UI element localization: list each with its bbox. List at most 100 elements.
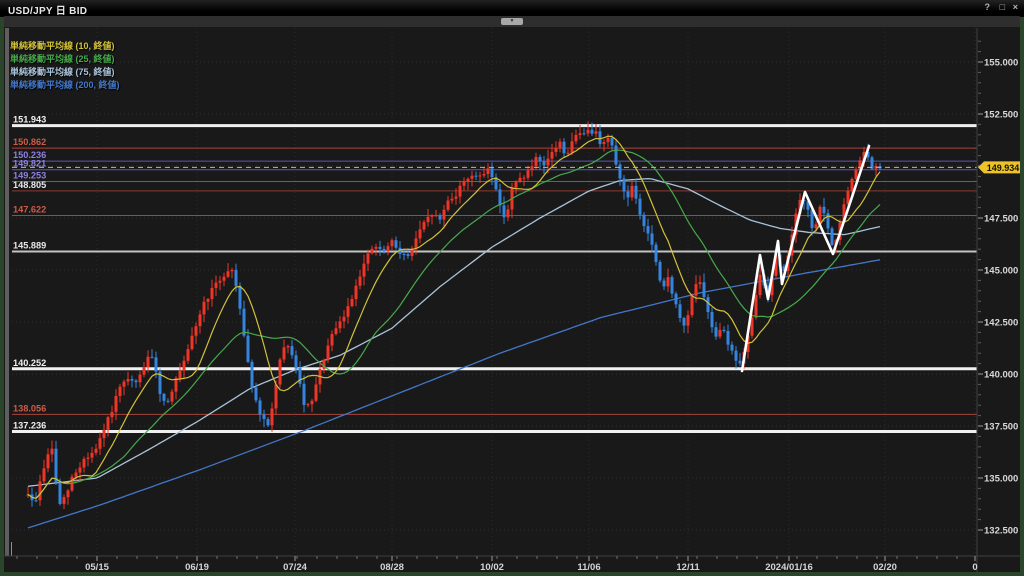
candle[interactable]: [586, 129, 590, 134]
candle[interactable]: [534, 156, 538, 167]
candle[interactable]: [654, 244, 658, 263]
candle[interactable]: [138, 374, 142, 383]
candle[interactable]: [278, 359, 282, 385]
candle[interactable]: [262, 414, 266, 420]
candle[interactable]: [866, 151, 870, 158]
candle[interactable]: [438, 215, 442, 220]
candle[interactable]: [646, 226, 650, 234]
candle[interactable]: [74, 472, 78, 477]
candle[interactable]: [274, 384, 278, 409]
candle[interactable]: [282, 347, 286, 360]
candle[interactable]: [434, 215, 438, 217]
candle[interactable]: [310, 400, 314, 405]
candle[interactable]: [406, 254, 410, 256]
candle[interactable]: [694, 284, 698, 296]
candle[interactable]: [106, 417, 110, 430]
candle[interactable]: [334, 328, 338, 335]
candle[interactable]: [470, 175, 474, 179]
candle[interactable]: [830, 228, 834, 245]
candle[interactable]: [114, 395, 118, 412]
candle[interactable]: [506, 209, 510, 218]
candle[interactable]: [330, 334, 334, 346]
candle[interactable]: [290, 346, 294, 356]
candle[interactable]: [858, 160, 862, 170]
candle[interactable]: [870, 157, 874, 169]
candle[interactable]: [854, 169, 858, 179]
legend-item-ma200[interactable]: 単純移動平均線 (200, 終値): [10, 80, 120, 90]
candle[interactable]: [698, 282, 702, 285]
candle[interactable]: [566, 152, 570, 154]
candle[interactable]: [386, 246, 390, 252]
candle[interactable]: [170, 391, 174, 402]
price-axis[interactable]: 155.000152.500150.000147.500145.000142.5…: [978, 40, 1018, 537]
candle[interactable]: [378, 246, 382, 249]
candle[interactable]: [98, 438, 102, 449]
candle[interactable]: [354, 285, 358, 300]
candle[interactable]: [82, 458, 86, 468]
candle[interactable]: [234, 269, 238, 286]
candle[interactable]: [718, 329, 722, 337]
candle[interactable]: [306, 404, 310, 406]
candle[interactable]: [314, 384, 318, 401]
candle[interactable]: [166, 400, 170, 402]
candle[interactable]: [246, 335, 250, 362]
candle[interactable]: [846, 190, 850, 205]
candle[interactable]: [250, 361, 254, 388]
candle[interactable]: [850, 178, 854, 191]
candle[interactable]: [502, 205, 506, 218]
candle[interactable]: [638, 198, 642, 215]
candle[interactable]: [462, 181, 466, 186]
candle[interactable]: [42, 468, 46, 482]
candle[interactable]: [162, 393, 166, 401]
candle[interactable]: [54, 448, 58, 483]
maximize-icon[interactable]: □: [999, 2, 1005, 12]
candle[interactable]: [774, 254, 778, 276]
candle[interactable]: [822, 206, 826, 214]
candle[interactable]: [678, 304, 682, 318]
candle[interactable]: [326, 345, 330, 360]
candle[interactable]: [222, 276, 226, 281]
candle[interactable]: [550, 151, 554, 159]
candle[interactable]: [154, 357, 158, 372]
candle[interactable]: [174, 378, 178, 392]
candle[interactable]: [818, 206, 822, 225]
candle[interactable]: [62, 497, 66, 504]
candle[interactable]: [590, 129, 594, 134]
help-icon[interactable]: ?: [984, 2, 991, 12]
candle[interactable]: [410, 248, 414, 256]
candle[interactable]: [494, 177, 498, 190]
candle[interactable]: [530, 166, 534, 171]
candle[interactable]: [650, 233, 654, 245]
candle[interactable]: [570, 141, 574, 153]
candle[interactable]: [486, 168, 490, 174]
candle[interactable]: [302, 383, 306, 405]
candle[interactable]: [90, 452, 94, 458]
candle[interactable]: [542, 161, 546, 166]
candle[interactable]: [482, 173, 486, 176]
candle[interactable]: [598, 131, 602, 145]
candle[interactable]: [814, 224, 818, 229]
candle[interactable]: [206, 299, 210, 302]
candle[interactable]: [674, 293, 678, 305]
candle[interactable]: [522, 177, 526, 179]
candle[interactable]: [358, 276, 362, 286]
candle[interactable]: [618, 164, 622, 179]
candle[interactable]: [402, 253, 406, 255]
candle[interactable]: [710, 312, 714, 328]
candle[interactable]: [734, 350, 738, 361]
candle[interactable]: [58, 482, 62, 504]
candle[interactable]: [634, 185, 638, 199]
candle[interactable]: [298, 368, 302, 384]
candle[interactable]: [442, 209, 446, 220]
candle[interactable]: [474, 175, 478, 177]
candle[interactable]: [294, 355, 298, 369]
candle[interactable]: [66, 490, 70, 498]
candle[interactable]: [430, 215, 434, 217]
candle[interactable]: [722, 329, 726, 332]
candle[interactable]: [362, 263, 366, 277]
legend-item-ma25[interactable]: 単純移動平均線 (25, 終値): [10, 54, 115, 64]
candle[interactable]: [606, 137, 610, 143]
candle[interactable]: [498, 189, 502, 206]
candle[interactable]: [658, 262, 662, 281]
candle[interactable]: [602, 142, 606, 145]
